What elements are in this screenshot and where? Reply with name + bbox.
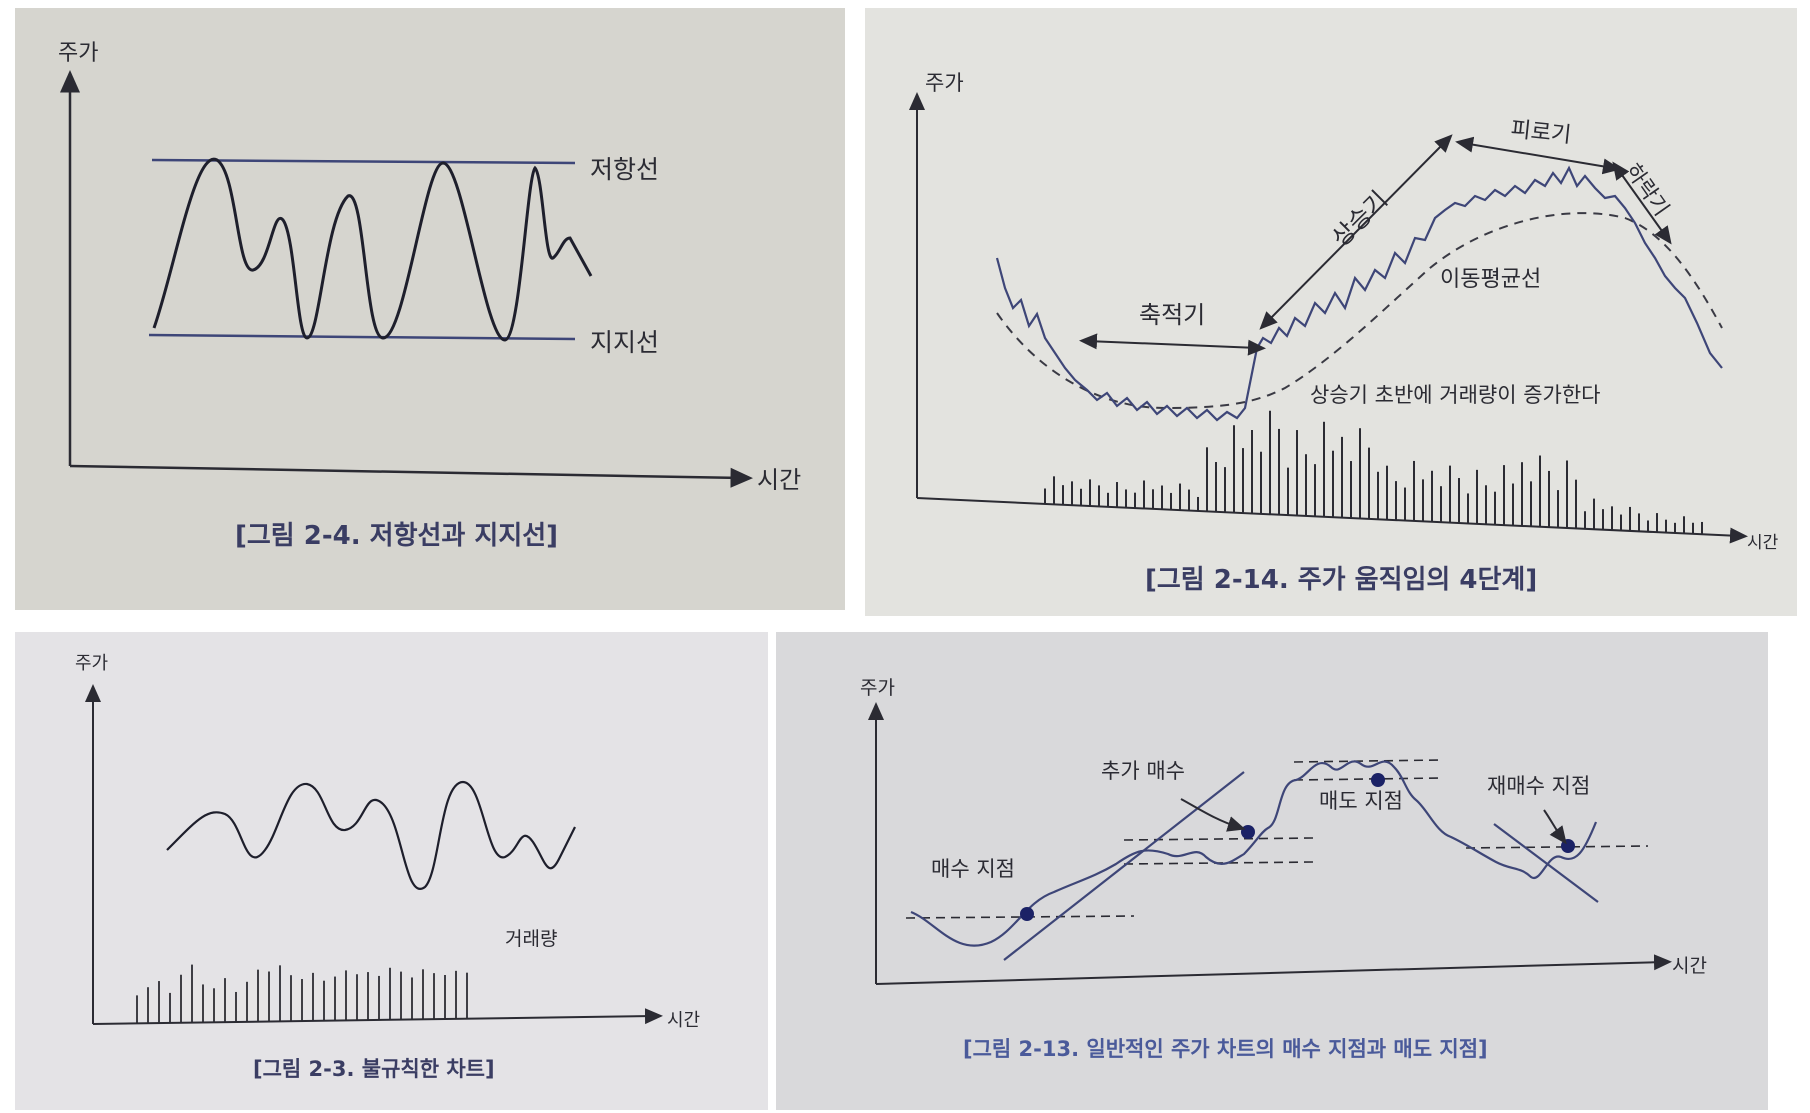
support-line — [148, 333, 576, 341]
figure-buy-sell-points: 주가 시간 매수 지점 추가 매수 매도 지점 재매수 지점 — [776, 632, 1768, 1110]
resistance-label: 저항선 — [590, 155, 659, 184]
figure-caption: [그림 2-3. 불규칙한 차트] — [253, 1057, 495, 1081]
moving-average-line — [996, 212, 1723, 410]
buy-point-label: 매수 지점 — [931, 857, 1015, 881]
buy-point-marker — [1020, 907, 1034, 921]
phase-accumulation-label: 축적기 — [1139, 301, 1205, 329]
x-axis-label: 시간 — [1672, 955, 1707, 977]
x-axis-label: 시간 — [1747, 533, 1779, 553]
downtrend-arrow — [1612, 161, 1672, 245]
y-axis-label: 주가 — [925, 71, 964, 95]
volume-bars — [136, 964, 468, 1024]
figure-resistance-support: 주가 시간 저항선 지지선 [그림 2-4. 저항선과 지지선] — [15, 8, 845, 610]
price-line — [166, 780, 576, 890]
y-axis-label: 주가 — [860, 677, 895, 699]
figure-four-stages: 주가 시간 축적기 상승기 피로기 하락기 이동평균선 상승기 초반에 거래량이… — [865, 8, 1797, 616]
add-buy-marker — [1241, 825, 1255, 839]
rebuy-point-label: 재매수 지점 — [1487, 774, 1590, 798]
y-axis-label: 주가 — [58, 41, 98, 66]
downtrend-line — [1493, 823, 1599, 903]
axes — [85, 684, 663, 1025]
price-line — [152, 157, 593, 342]
support-label: 지지선 — [590, 328, 659, 357]
add-buy-label: 추가 매수 — [1101, 759, 1185, 783]
axes — [909, 92, 1748, 544]
figure-caption: [그림 2-13. 일반적인 주가 차트의 매수 지점과 매도 지점] — [963, 1037, 1488, 1061]
axes — [60, 70, 753, 488]
volume-bars — [1044, 410, 1703, 535]
figure-caption: [그림 2-14. 주가 움직임의 4단계] — [1145, 565, 1537, 595]
sell-point-label: 매도 지점 — [1319, 789, 1403, 813]
add-buy-arrow — [1180, 798, 1246, 832]
uptrend-arrow — [1259, 134, 1453, 330]
moving-average-label: 이동평균선 — [1440, 267, 1541, 292]
price-line — [910, 760, 1598, 947]
rebuy-point-marker — [1561, 839, 1575, 853]
axes — [868, 702, 1672, 985]
x-axis-label: 시간 — [757, 466, 801, 494]
resistance-line — [151, 158, 576, 165]
uptrend-line — [1003, 771, 1245, 961]
rebuy-arrow — [1543, 809, 1567, 845]
volume-note: 상승기 초반에 거래량이 증가한다 — [1310, 383, 1601, 407]
x-axis-label: 시간 — [667, 1010, 700, 1031]
figure-irregular-chart: 주가 시간 거래량 [그림 2-3. 불규칙한 차트] — [15, 632, 768, 1110]
sell-point-marker — [1371, 773, 1385, 787]
figure-caption: [그림 2-4. 저항선과 지지선] — [235, 521, 558, 551]
phase-exhaustion-label: 피로기 — [1509, 117, 1572, 148]
y-axis-label: 주가 — [75, 653, 108, 674]
volume-label: 거래량 — [505, 928, 557, 950]
accumulation-arrow — [1079, 333, 1266, 356]
exhaustion-arrow — [1455, 136, 1621, 175]
phase-uptrend-label: 상승기 — [1326, 186, 1393, 253]
